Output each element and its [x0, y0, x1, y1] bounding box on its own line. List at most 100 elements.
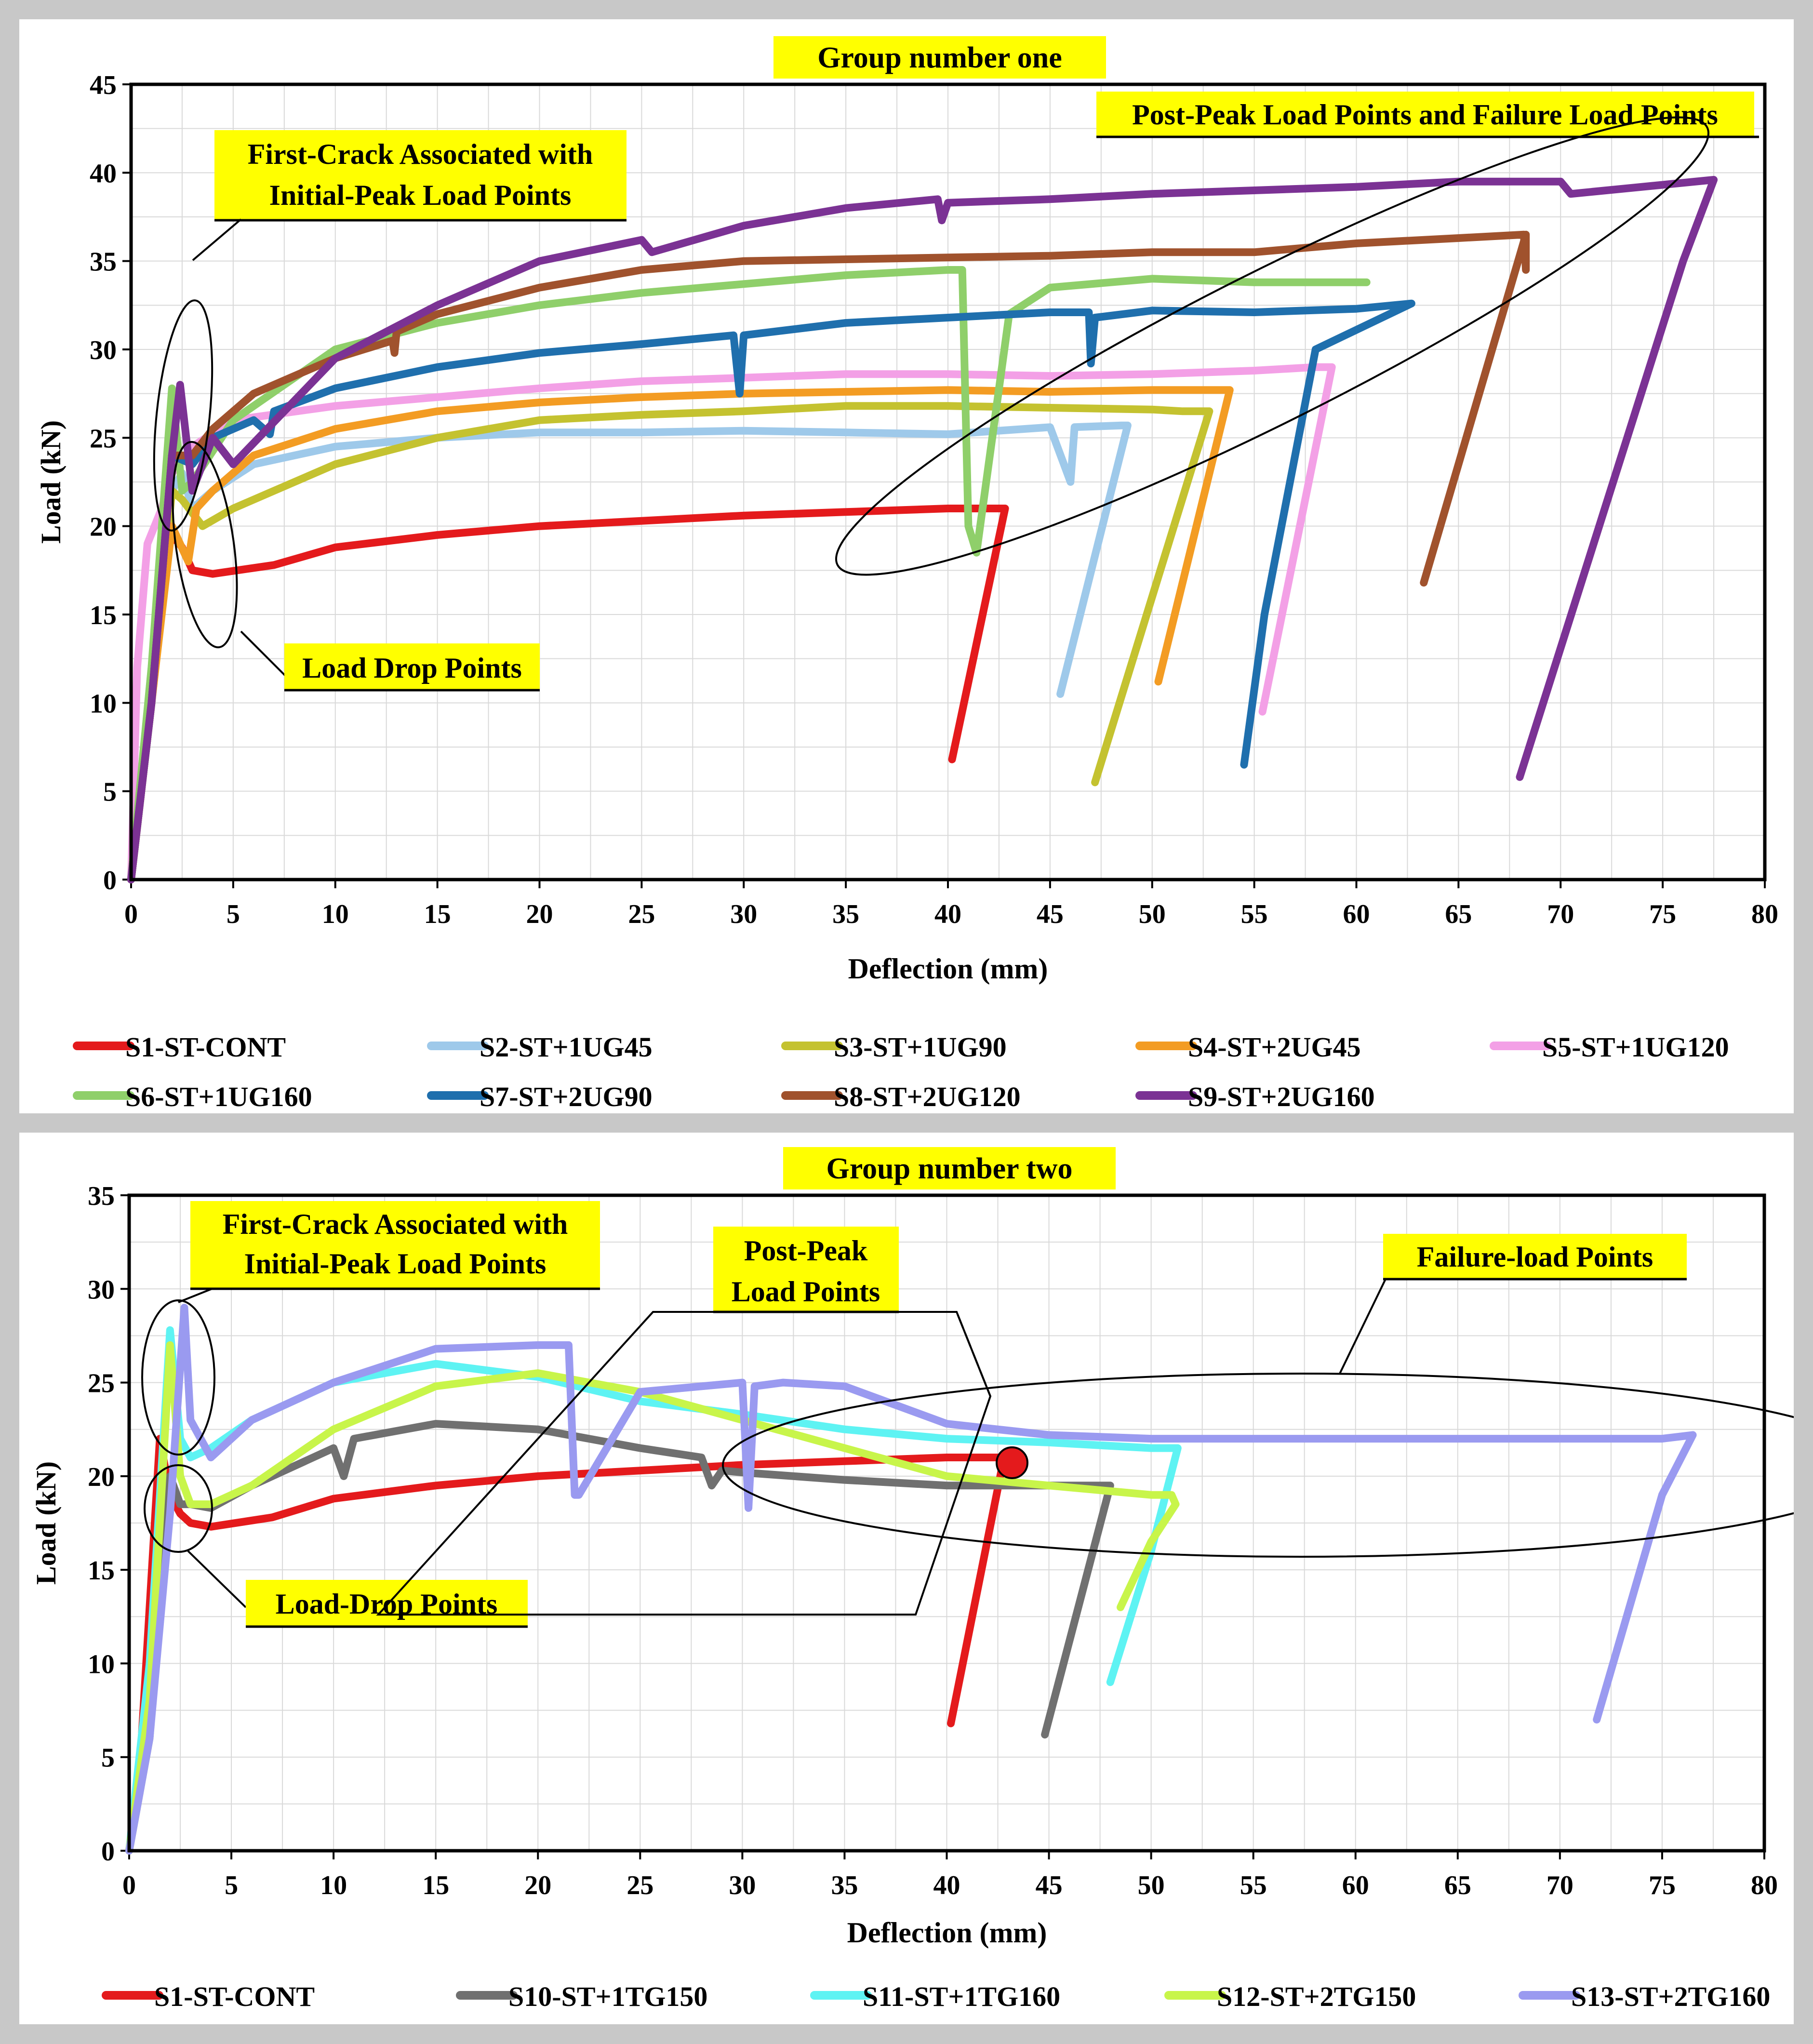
title-highlight: [783, 1147, 1116, 1189]
x-tick-label: 20: [526, 899, 553, 929]
annotation-first-crack-highlight: [190, 1201, 600, 1288]
y-tick-label: 20: [88, 1462, 115, 1492]
annotation-first-crack-line1: First-Crack Associated with: [248, 138, 593, 170]
x-tick-label: 70: [1546, 1870, 1573, 1900]
x-tick-label: 40: [933, 1870, 960, 1900]
x-tick-label: 55: [1241, 899, 1268, 929]
series-line-s10-st-1tg150: [125, 1420, 1114, 1855]
series-line-s1-st-cont: [125, 1435, 1008, 1855]
x-tick-label: 30: [730, 899, 757, 929]
series-line-s7-st-2ug90: [127, 299, 1415, 883]
legend-label: S5-ST+1UG120: [1542, 1031, 1729, 1063]
y-tick-label: 35: [90, 247, 117, 277]
annotation-load-drop-ellipse: [172, 441, 238, 649]
x-tick-label: 15: [422, 1870, 449, 1900]
legend: S1-ST-CONT S2-ST+1UG45 S3-ST+1UG90 S4-ST+2U…: [73, 1031, 1729, 1112]
x-tick-label: 35: [831, 1870, 858, 1900]
series-lines: [125, 1304, 1697, 1855]
series-lines: [127, 176, 1718, 883]
annotation-first-crack-line2: Initial-Peak Load Points: [244, 1248, 547, 1280]
y-tick-label: 30: [88, 1275, 115, 1305]
plot-frame: [127, 1193, 1766, 1853]
tick-labels: 0 5 10 15 20 25 30 35 40 45 50 55 60 65 70 75 80 0 5 10 15 20…: [88, 1181, 1778, 1900]
x-tick-label: 25: [628, 899, 655, 929]
series-line-s8-st-2ug120: [127, 230, 1530, 883]
annotation-load-drop-highlight: [246, 1580, 528, 1626]
series-line-s9-st-2ug160: [127, 176, 1718, 883]
annotation-failure-highlight: [1383, 1234, 1687, 1278]
x-tick-label: 50: [1139, 899, 1166, 929]
legend-label: S10-ST+1TG150: [508, 1981, 707, 2012]
legend: S1-ST-CONT S10-ST+1TG150 S11-ST+1TG160 S12-…: [102, 1981, 1770, 2012]
x-tick-label: 55: [1240, 1870, 1267, 1900]
annotation-post-peak-highlight: [713, 1227, 899, 1311]
legend-label: S1-ST-CONT: [125, 1031, 286, 1063]
annotation-first-crack-leader: [192, 218, 242, 261]
x-tick-label: 45: [1036, 1870, 1063, 1900]
chart-panel-group-two: 0 5 10 15 20 25 30 35 40 45 50 55 60 65 70 75 80 0 5 10 15 20…: [19, 1133, 1813, 2024]
x-tick-label: 0: [122, 1870, 136, 1900]
x-tick-label: 10: [320, 1870, 347, 1900]
tick-labels: 0 5 10 15 20 25 30 35 40 45 50 55 60 65 70 75 80 0 5 10 15 20…: [90, 70, 1778, 929]
legend-label: S6-ST+1UG160: [125, 1081, 312, 1112]
x-tick-label: 70: [1547, 899, 1574, 929]
annotation-first-crack-highlight: [214, 130, 627, 219]
y-tick-label: 25: [90, 424, 117, 454]
annotation-failure-leader: [1339, 1279, 1386, 1374]
legend-label: S7-ST+2UG90: [480, 1081, 653, 1112]
y-tick-label: 35: [88, 1181, 115, 1211]
x-tick-label: 25: [627, 1870, 653, 1900]
y-tick-label: 10: [90, 689, 117, 719]
annotation-first-crack-line1: First-Crack Associated with: [223, 1208, 568, 1240]
chart-group-one: 0 5 10 15 20 25 30 35 40 45 50 55 60 65 70 75 80 0 5 10 15 20…: [35, 36, 1778, 1112]
y-tick-label: 0: [103, 866, 117, 895]
x-tick-label: 65: [1445, 899, 1472, 929]
legend-label: S11-ST+1TG160: [863, 1981, 1060, 2012]
x-tick-label: 60: [1343, 899, 1370, 929]
annotation-load-drop-leader: [187, 1550, 247, 1608]
plot-frame: [129, 82, 1767, 882]
x-tick-label: 75: [1649, 1870, 1676, 1900]
y-axis-label: Load (kN): [30, 1461, 62, 1585]
x-tick-label: 80: [1751, 1870, 1778, 1900]
annotation-post-peak-highlight: [1096, 92, 1754, 136]
chart-title: Group number two: [826, 1152, 1072, 1185]
x-tick-label: 0: [124, 899, 138, 929]
grid: [129, 1195, 1765, 1851]
chart-panel-group-one: 0 5 10 15 20 25 30 35 40 45 50 55 60 65 70 75 80 0 5 10 15 20…: [19, 19, 1794, 1113]
x-tick-label: 45: [1037, 899, 1064, 929]
annotation-load-drop-label: Load Drop Points: [302, 652, 522, 684]
series-line-s4-st-2ug45: [127, 386, 1234, 883]
annotation-post-peak-label: Post-Peak Load Points and Failure Load P…: [1132, 99, 1718, 131]
y-tick-label: 5: [101, 1743, 115, 1773]
x-tick-label: 40: [934, 899, 961, 929]
annotation-first-crack-leader: [178, 1288, 213, 1303]
x-tick-label: 5: [227, 899, 240, 929]
x-tick-label: 15: [424, 899, 451, 929]
y-tick-label: 40: [90, 159, 117, 188]
legend-label: S2-ST+1UG45: [480, 1031, 653, 1063]
y-tick-label: 20: [90, 512, 117, 542]
annotation-load-drop-highlight: [284, 643, 540, 689]
x-axis-label: Deflection (mm): [848, 953, 1048, 985]
annotation-failure-ellipse: [722, 1373, 1813, 1558]
x-tick-label: 65: [1444, 1870, 1471, 1900]
y-tick-label: 5: [103, 777, 117, 807]
legend-label: S8-ST+2UG120: [834, 1081, 1021, 1112]
annotation-post-peak-triangle: [376, 1311, 992, 1616]
annotation-post-peak-leader: [899, 1311, 991, 1397]
y-tick-label: 0: [101, 1837, 115, 1867]
legend-label: S13-ST+2TG160: [1571, 1981, 1770, 2012]
chart-group-two: 0 5 10 15 20 25 30 35 40 45 50 55 60 65 70 75 80 0 5 10 15 20…: [30, 1147, 1813, 2012]
x-axis-label: Deflection (mm): [847, 1917, 1047, 1949]
chart-title: Group number one: [817, 41, 1062, 74]
annotation-load-drop-leader: [240, 630, 290, 681]
series-line-s13-st-2tg160: [125, 1304, 1697, 1855]
y-tick-label: 10: [88, 1649, 115, 1679]
legend-label: S9-ST+2UG160: [1188, 1081, 1375, 1112]
annotation-failure-label: Failure-load Points: [1417, 1241, 1653, 1273]
x-tick-label: 50: [1138, 1870, 1165, 1900]
series-line-s3-st-1ug90: [127, 402, 1213, 883]
annotation-post-peak-ellipse: [835, 116, 1709, 576]
legend-label: S1-ST-CONT: [154, 1981, 315, 2012]
